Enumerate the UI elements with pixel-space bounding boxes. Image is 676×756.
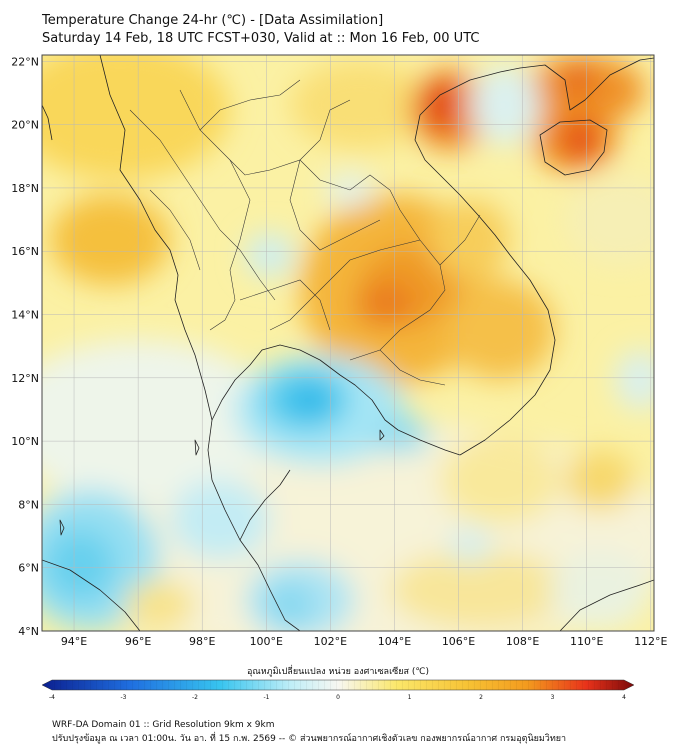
colorbar-tick-label: 0 (336, 694, 340, 701)
colorbar (41, 679, 635, 691)
lon-tick-label: 100°E (250, 635, 283, 648)
colorbar-tick-label: 3 (550, 694, 555, 701)
lon-tick-label: 106°E (442, 635, 475, 648)
colorbar-tick-label: -4 (49, 694, 55, 701)
lon-tick-label: 104°E (378, 635, 411, 648)
lon-tick-label: 102°E (314, 635, 347, 648)
colorbar-tick-label: 1 (407, 694, 412, 701)
map-subtitle: Saturday 14 Feb, 18 UTC FCST+030, Valid … (42, 31, 480, 46)
latitude-axis: 22°N 20°N 18°N 16°N 14°N 12°N 10°N 8°N 6°N 4°N (11, 55, 39, 638)
longitude-axis: 94°E 96°E 98°E 100°E 102°E 104°E 106°E 108°E 110… (61, 635, 668, 648)
model-info: WRF-DA Domain 01 :: Grid Resolution 9km … (52, 720, 275, 730)
credit-line: ปรับปรุงข้อมูล ณ เวลา 01:00น. วัน อา. ที… (52, 734, 567, 744)
lat-tick-label: 10°N (11, 435, 39, 448)
colorbar-tick-label: 2 (479, 694, 483, 701)
lat-tick-label: 22°N (11, 55, 39, 68)
lat-tick-label: 4°N (18, 625, 39, 638)
lon-tick-label: 110°E (570, 635, 603, 648)
lat-tick-label: 20°N (11, 119, 39, 132)
lat-tick-label: 12°N (11, 372, 39, 385)
lon-tick-label: 112°E (634, 635, 667, 648)
colorbar-tick-label: -2 (192, 694, 198, 701)
lat-tick-label: 6°N (18, 562, 39, 575)
lat-tick-label: 18°N (11, 182, 39, 195)
lat-tick-label: 14°N (11, 309, 39, 322)
lat-tick-label: 16°N (11, 245, 39, 258)
lon-tick-label: 108°E (506, 635, 539, 648)
lon-tick-label: 96°E (125, 635, 151, 648)
map-frame (41, 54, 655, 632)
map-title: Temperature Change 24-hr (℃) - [Data Ass… (42, 13, 384, 28)
lon-tick-label: 94°E (61, 635, 87, 648)
lat-tick-label: 8°N (18, 498, 39, 511)
country-borders (129, 79, 481, 386)
map-gridlines (42, 55, 654, 631)
colorbar-cells (52, 680, 624, 690)
coastlines (42, 55, 654, 631)
lon-tick-label: 98°E (189, 635, 215, 648)
temperature-field (42, 55, 654, 631)
colorbar-tick-label: -1 (263, 694, 270, 701)
colorbar-title: อุณหภูมิเปลี่ยนแปลง หน่วย องศาเซลเซียส (… (246, 667, 430, 677)
colorbar-tick-label: -3 (120, 694, 127, 701)
colorbar-tick-label: 4 (622, 694, 626, 701)
